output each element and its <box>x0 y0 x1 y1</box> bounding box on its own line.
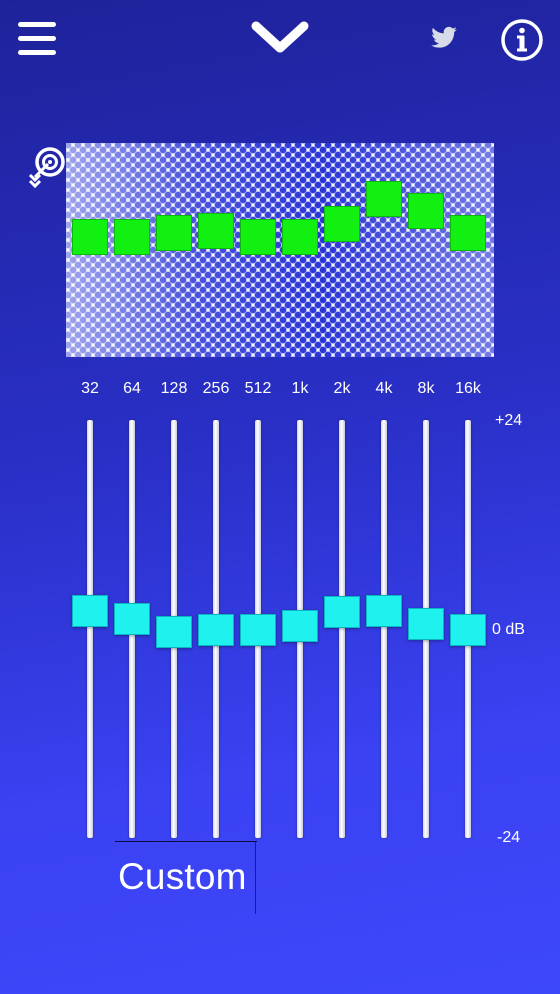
slider-thumb-8k[interactable] <box>408 607 444 640</box>
slider-thumb-32[interactable] <box>72 594 108 627</box>
visualizer-bar-64 <box>114 219 150 256</box>
visualizer-bar-16k <box>450 214 486 251</box>
slider-thumb-64[interactable] <box>114 603 150 636</box>
band-label-512: 512 <box>244 380 272 397</box>
visualizer-bar-4k <box>366 180 402 217</box>
band-label-256: 256 <box>202 380 230 397</box>
band-label-128: 128 <box>160 380 188 397</box>
menu-icon-line <box>18 50 56 55</box>
band-label-4k: 4k <box>375 380 393 397</box>
twitter-share-button[interactable] <box>428 24 460 52</box>
info-circle-icon <box>501 19 543 61</box>
menu-icon-line <box>18 22 56 27</box>
band-label-2k: 2k <box>333 380 351 397</box>
menu-icon-line <box>18 36 56 41</box>
slider-track-2k[interactable] <box>339 420 345 838</box>
scale-max-label: +24 <box>495 412 523 429</box>
band-label-64: 64 <box>123 380 141 397</box>
slider-thumb-128[interactable] <box>156 616 192 649</box>
visualizer-mode-button[interactable] <box>28 146 68 192</box>
visualizer-bar-128 <box>156 214 192 251</box>
preset-divider <box>115 841 257 842</box>
visualizer-bar-32 <box>72 219 108 256</box>
visualizer-bar-512 <box>240 219 276 256</box>
visualizer-bar-1k <box>282 219 318 256</box>
band-label-16k: 16k <box>455 380 481 397</box>
slider-thumb-16k[interactable] <box>450 613 486 646</box>
menu-button[interactable] <box>18 20 58 58</box>
collapse-button[interactable] <box>250 18 310 58</box>
visualizer-bar-2k <box>324 206 360 243</box>
visualizer-bar-256 <box>198 212 234 249</box>
visualizer-bar-8k <box>408 193 444 230</box>
target-with-arrow-icon <box>28 147 65 189</box>
slider-thumb-1k[interactable] <box>282 609 318 642</box>
chevron-down-icon <box>251 21 309 53</box>
scale-mid-label: 0 dB <box>492 621 525 638</box>
spectrum-visualizer <box>66 143 494 357</box>
preset-name[interactable]: Custom <box>118 856 247 897</box>
info-button[interactable] <box>500 18 544 62</box>
slider-thumb-256[interactable] <box>198 613 234 646</box>
slider-thumb-4k[interactable] <box>366 594 402 627</box>
slider-thumb-2k[interactable] <box>324 596 360 629</box>
slider-track-4k[interactable] <box>381 420 387 838</box>
twitter-bird-icon <box>431 26 457 48</box>
preset-cursor-line <box>255 842 256 914</box>
slider-thumb-512[interactable] <box>240 613 276 646</box>
scale-min-label: -24 <box>497 829 521 846</box>
slider-track-32[interactable] <box>87 420 93 838</box>
band-label-1k: 1k <box>291 380 309 397</box>
band-label-32: 32 <box>81 380 99 397</box>
band-label-8k: 8k <box>417 380 435 397</box>
